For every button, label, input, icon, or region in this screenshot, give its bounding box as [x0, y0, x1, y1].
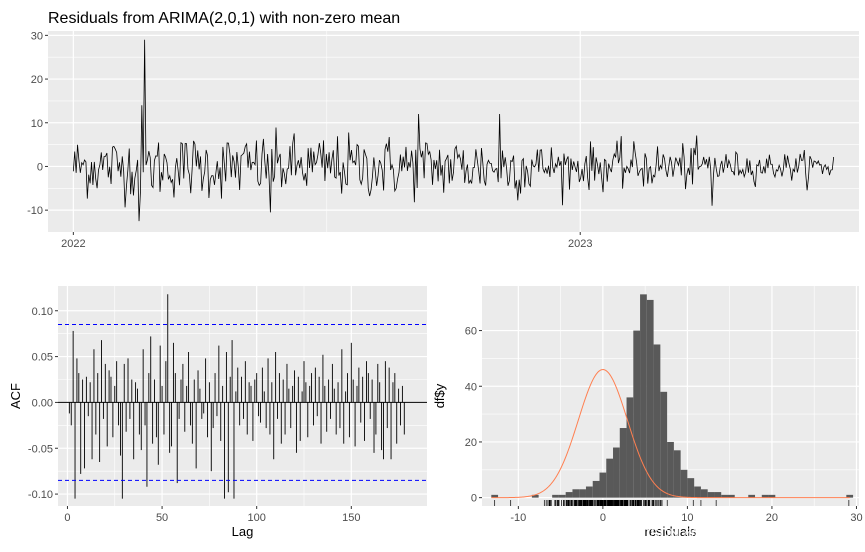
- histogram-bar: [727, 494, 735, 498]
- y-tick-label: 30: [31, 30, 43, 42]
- histogram-bar: [846, 494, 854, 498]
- y-tick-label: -0.05: [28, 443, 53, 455]
- panel-background: [48, 31, 859, 232]
- x-tick-label: 0: [600, 512, 606, 524]
- y-tick-label: 40: [465, 381, 477, 393]
- residual-time-series-panel: 2022 2023 -10 0 10 20 30: [27, 30, 859, 250]
- histogram-bar: [673, 450, 681, 498]
- x-axis-label: residuals: [644, 524, 697, 539]
- histogram-bar: [680, 469, 688, 498]
- residual-line: [72, 39, 835, 222]
- histogram-bar: [592, 480, 600, 498]
- histogram-bar: [491, 494, 499, 498]
- histogram-bar: [613, 447, 620, 498]
- y-tick-label: 0.10: [32, 306, 53, 318]
- y-tick-label: 20: [465, 437, 477, 449]
- histogram-bar: [558, 494, 566, 498]
- chart-title: Residuals from ARIMA(2,0,1) with non-zer…: [48, 10, 400, 27]
- y-tick-label: 0: [37, 161, 43, 173]
- histogram-bar: [761, 494, 769, 498]
- density-curve: [491, 369, 850, 499]
- y-axis-label: ACF: [8, 383, 23, 409]
- histogram-bar: [579, 489, 586, 498]
- y-tick-label: -10: [27, 205, 43, 217]
- watermark: CSDN @statistican_ABin: [640, 525, 797, 541]
- histogram-bar: [714, 492, 722, 498]
- panel-background: [58, 286, 427, 506]
- x-tick-label: 2023: [568, 238, 592, 250]
- histogram-bar: [748, 494, 756, 498]
- x-tick-label: -10: [510, 512, 526, 524]
- histogram-bar: [626, 397, 634, 498]
- acf-panel: 0 50 100 150 -0.10 -0.05 0.00 0.05 0.10 Lag ACF: [8, 286, 427, 539]
- histogram-bar: [633, 330, 641, 498]
- histogram-bar: [585, 486, 593, 498]
- histogram-bar: [768, 494, 776, 498]
- y-tick-label: 0.05: [32, 352, 53, 364]
- histogram-bar: [707, 492, 715, 498]
- x-tick-label: 20: [766, 512, 778, 524]
- x-tick-label: 10: [681, 512, 693, 524]
- histogram-bar: [646, 299, 654, 498]
- x-tick-label: 0: [64, 512, 70, 524]
- histogram-bar: [619, 428, 627, 498]
- x-tick-label: 50: [156, 512, 168, 524]
- histogram-bar: [599, 472, 607, 498]
- histogram-bar: [531, 494, 539, 498]
- y-axis-label: df$y: [432, 383, 447, 408]
- histogram-bar: [565, 492, 573, 498]
- x-tick-label: 150: [342, 512, 360, 524]
- histogram-bar: [667, 441, 674, 498]
- y-tick-label: 0: [471, 493, 477, 505]
- histogram-bar: [694, 486, 701, 498]
- y-tick-label: 10: [31, 118, 43, 130]
- histogram-bar: [660, 391, 668, 498]
- histogram-bar: [721, 494, 728, 498]
- y-tick-label: 20: [31, 74, 43, 86]
- histogram-bar: [572, 489, 580, 498]
- x-axis-label: Lag: [232, 524, 254, 539]
- y-tick-label: 0.00: [32, 397, 53, 409]
- y-tick-label: 60: [465, 326, 477, 338]
- histogram-bar: [640, 294, 647, 498]
- residual-histogram-panel: -10 0 10 20 30 0 20 40 60 residuals df$y: [432, 286, 863, 539]
- histogram-bar: [700, 489, 708, 498]
- x-tick-label: 2022: [61, 238, 85, 250]
- histogram-bar: [552, 494, 559, 498]
- x-tick-label: 100: [248, 512, 266, 524]
- histogram-bar: [653, 344, 661, 498]
- histogram-bar: [687, 478, 695, 498]
- x-tick-label: 30: [850, 512, 862, 524]
- histogram-bar: [606, 458, 614, 498]
- y-tick-label: -0.10: [28, 489, 53, 501]
